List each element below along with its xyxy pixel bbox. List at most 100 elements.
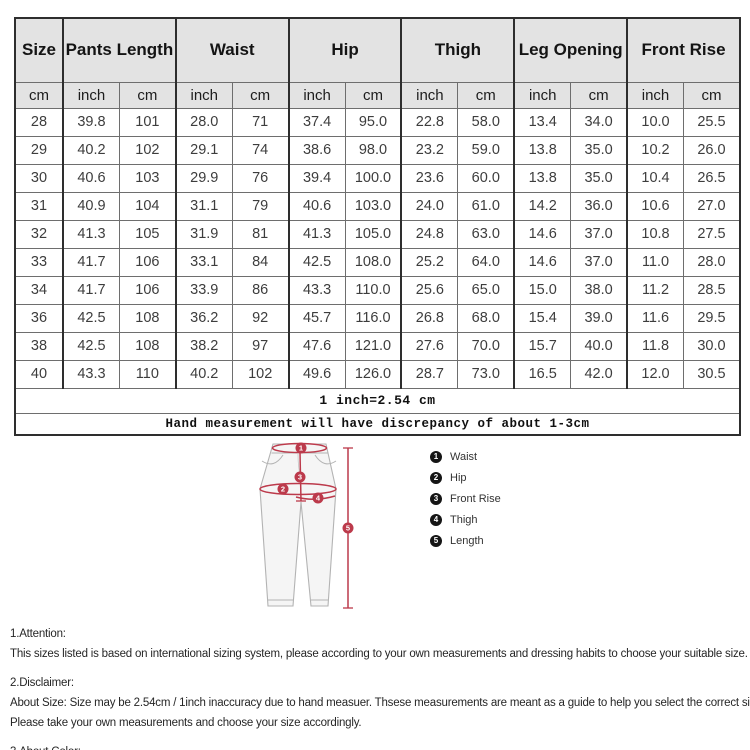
value-cell: 40.6: [61, 163, 120, 193]
value-cell: 110: [118, 359, 177, 389]
hand-measurement-note: Hand measurement will have discrepancy o…: [14, 412, 741, 436]
value-cell: 28.0: [174, 107, 233, 137]
value-cell: 81: [231, 219, 290, 249]
value-cell: 11.8: [626, 331, 684, 361]
value-cell: 25.5: [682, 107, 741, 137]
value-cell: 15.0: [513, 275, 572, 305]
value-cell: 27.6: [400, 331, 459, 361]
size-cell: 34: [14, 275, 64, 305]
value-cell: 12.0: [626, 359, 684, 389]
inch-conversion-note: 1 inch=2.54 cm: [14, 387, 741, 414]
value-cell: 74: [231, 135, 290, 165]
legend-2-label: Hip: [450, 471, 467, 484]
size-chart-table: Size Pants Length Waist Hip Thigh Leg Op…: [14, 17, 741, 436]
unit-cell: cm: [231, 81, 290, 109]
svg-text:3: 3: [298, 473, 302, 482]
unit-cell: inch: [513, 81, 572, 109]
unit-cell: inch: [174, 81, 233, 109]
unit-cell: inch: [626, 81, 684, 109]
value-cell: 14.6: [513, 219, 572, 249]
marker-front-rise: 3: [294, 471, 306, 483]
value-cell: 68.0: [457, 303, 515, 333]
value-cell: 108.0: [344, 247, 402, 277]
value-cell: 116.0: [344, 303, 402, 333]
unit-cell: cm: [118, 81, 177, 109]
disclaimer-text-2: Please take your own measurements and ch…: [10, 717, 362, 729]
value-cell: 34.0: [570, 107, 628, 137]
value-cell: 40.9: [61, 191, 120, 221]
value-cell: 42.5: [61, 331, 120, 361]
value-cell: 26.0: [682, 135, 741, 165]
legend-3-badge: 3: [430, 492, 442, 505]
value-cell: 101: [118, 107, 177, 137]
value-cell: 95.0: [344, 107, 402, 137]
value-cell: 40.2: [174, 359, 233, 389]
legend-5-badge: 5: [430, 534, 442, 547]
size-cell: 30: [14, 163, 64, 193]
attention-block: 1.Attention: This sizes listed is based …: [10, 624, 750, 664]
footnote-row: Hand measurement will have discrepancy o…: [14, 412, 741, 436]
value-cell: 92: [231, 303, 290, 333]
unit-cell: cm: [14, 81, 64, 109]
value-cell: 29.5: [682, 303, 741, 333]
value-cell: 126.0: [344, 359, 402, 389]
value-cell: 100.0: [344, 163, 402, 193]
value-cell: 97: [231, 331, 290, 361]
table-row: 33 41.7 106 33.1 84 42.5 108.0 25.2 64.0 14.6 37.0…: [14, 247, 741, 277]
svg-text:1: 1: [299, 444, 303, 453]
value-cell: 29.1: [174, 135, 233, 165]
value-cell: 84: [231, 247, 290, 277]
value-cell: 40.2: [61, 135, 120, 165]
value-cell: 65.0: [457, 275, 515, 305]
pants-diagram: 1 2 3 4 5: [259, 442, 354, 609]
value-cell: 10.6: [626, 191, 684, 221]
value-cell: 64.0: [457, 247, 515, 277]
value-cell: 41.3: [287, 219, 346, 249]
value-cell: 37.0: [570, 247, 628, 277]
value-cell: 36.0: [570, 191, 628, 221]
value-cell: 31.9: [174, 219, 233, 249]
value-cell: 39.4: [287, 163, 346, 193]
value-cell: 39.0: [570, 303, 628, 333]
attention-heading: 1.Attention:: [10, 628, 66, 640]
value-cell: 102: [118, 135, 177, 165]
value-cell: 25.2: [400, 247, 459, 277]
value-cell: 102: [231, 359, 290, 389]
value-cell: 26.5: [682, 163, 741, 193]
value-cell: 41.7: [61, 247, 120, 277]
value-cell: 58.0: [457, 107, 515, 137]
size-cell: 40: [14, 359, 64, 389]
units-row: cm inch cm inch cm inch cm inch cm inch …: [14, 81, 741, 109]
value-cell: 42.0: [570, 359, 628, 389]
legend-4-label: Thigh: [450, 513, 478, 526]
value-cell: 11.0: [626, 247, 684, 277]
table-row: 29 40.2 102 29.1 74 38.6 98.0 23.2 59.0 13.8 35.0 1…: [14, 135, 741, 165]
value-cell: 108: [118, 331, 177, 361]
measurement-diagram-section: 1 2 3 4 5 1 Waist 2 Hip 3 Front Ris: [0, 440, 750, 616]
value-cell: 105.0: [344, 219, 402, 249]
value-cell: 23.2: [400, 135, 459, 165]
disclaimer-heading: 2.Disclaimer:: [10, 677, 74, 689]
value-cell: 27.5: [682, 219, 741, 249]
value-cell: 121.0: [344, 331, 402, 361]
table-row: 38 42.5 108 38.2 97 47.6 121.0 27.6 70.0 15.7 40.0…: [14, 331, 741, 361]
group-header-row: Size Pants Length Waist Hip Thigh Leg Op…: [14, 17, 741, 83]
value-cell: 24.8: [400, 219, 459, 249]
col-header-front-rise: Front Rise: [626, 17, 741, 83]
legend-item-front-rise: 3 Front Rise: [430, 488, 501, 509]
table-row: 30 40.6 103 29.9 76 39.4 100.0 23.6 60.0 13.8 35.0…: [14, 163, 741, 193]
value-cell: 10.4: [626, 163, 684, 193]
svg-text:5: 5: [346, 524, 350, 533]
value-cell: 10.8: [626, 219, 684, 249]
value-cell: 103.0: [344, 191, 402, 221]
value-cell: 43.3: [61, 359, 120, 389]
value-cell: 14.6: [513, 247, 572, 277]
unit-cell: inch: [400, 81, 459, 109]
marker-waist: 1: [295, 442, 307, 454]
col-header-leg-opening: Leg Opening: [513, 17, 628, 83]
value-cell: 10.0: [626, 107, 684, 137]
legend-2-badge: 2: [430, 471, 442, 484]
value-cell: 28.0: [682, 247, 741, 277]
value-cell: 11.6: [626, 303, 684, 333]
value-cell: 24.0: [400, 191, 459, 221]
